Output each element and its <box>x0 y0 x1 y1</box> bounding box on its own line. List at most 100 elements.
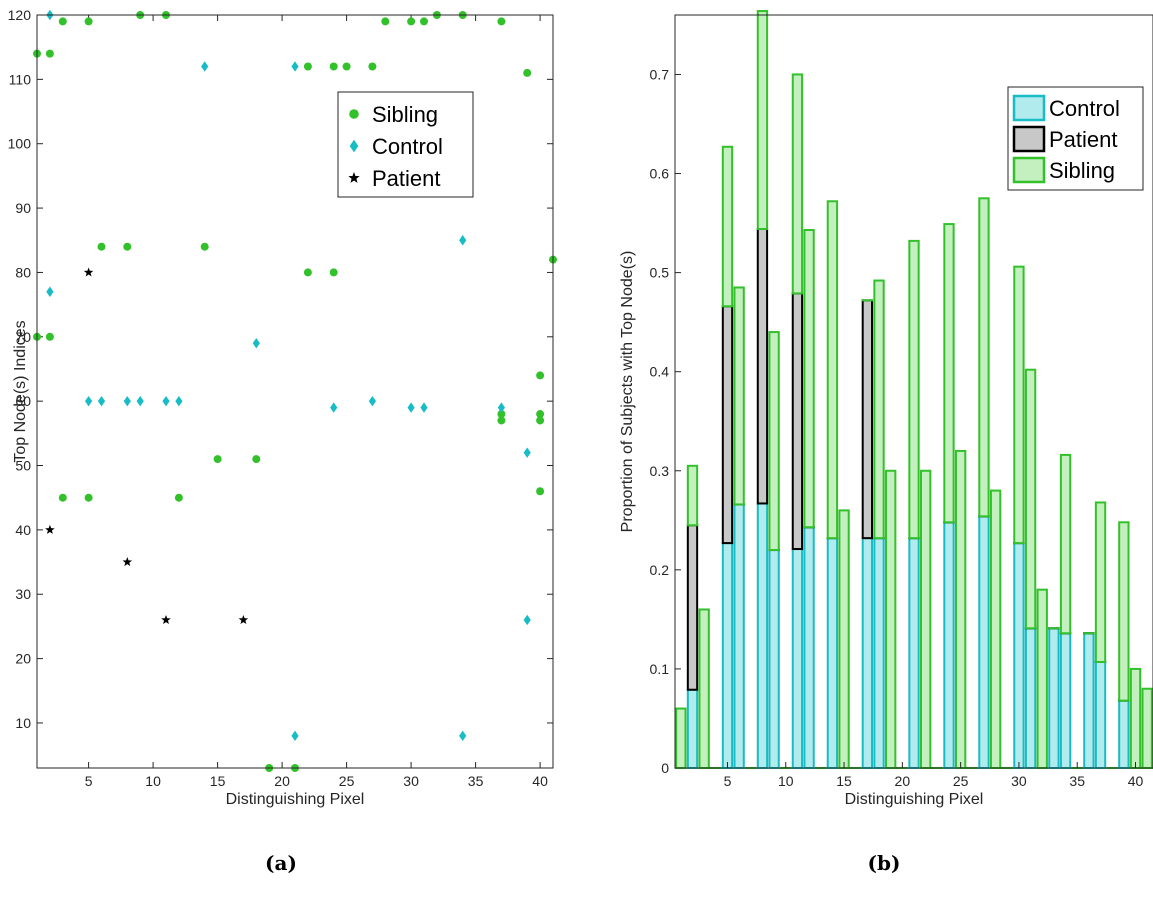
bar-y-axis-label: Proportion of Subjects with Top Node(s) <box>619 251 636 533</box>
scatter-point-control <box>330 402 338 413</box>
bar-patient-segment <box>861 299 874 540</box>
scatter-point-control <box>407 402 415 413</box>
bar-sibling-segment <box>1118 521 1130 702</box>
scatter-x-tick-label: 5 <box>85 773 93 789</box>
scatter-point-patient <box>122 557 133 567</box>
scatter-legend-label: Patient <box>372 166 441 191</box>
scatter-point-control <box>497 402 505 413</box>
bar-sibling-segment <box>1059 453 1072 635</box>
scatter-y-tick-label: 110 <box>9 71 32 87</box>
scatter-y-tick-label: 20 <box>15 651 31 667</box>
bar-y-tick-label: 0 <box>661 760 669 776</box>
bar-control-segment <box>1048 627 1060 769</box>
bar-sibling-segment <box>675 707 687 769</box>
scatter-y-tick-label: 90 <box>15 200 31 216</box>
bar-legend: Control Patient Sibling <box>1007 86 1144 191</box>
scatter-point-control <box>123 395 131 407</box>
scatter-point-control <box>368 395 376 407</box>
scatter-y-tick-label: 30 <box>15 586 31 602</box>
scatter-x-tick-label: 35 <box>468 773 484 789</box>
scatter-points <box>33 9 557 772</box>
bar-control-segment <box>1094 660 1107 769</box>
scatter-point-patient <box>238 614 249 625</box>
scatter-point-sibling <box>84 493 93 502</box>
scatter-point-sibling <box>303 268 312 277</box>
scatter-point-sibling <box>536 410 545 419</box>
bar-x-axis-label: Distinguishing Pixel <box>845 791 984 808</box>
bar-sibling-segment <box>954 449 967 769</box>
bar-control-segment <box>1118 699 1130 770</box>
scatter-point-sibling <box>58 17 67 26</box>
bar-bars <box>675 10 1153 770</box>
scatter-point-sibling <box>252 455 261 464</box>
caption-b: (b) <box>868 851 901 875</box>
bar-patient-segment <box>791 292 804 551</box>
scatter-y-tick-label: 50 <box>15 458 31 474</box>
bar-x-tick-label: 25 <box>953 773 969 789</box>
bar-sibling-segment <box>826 200 839 540</box>
bar-sibling-segment <box>1013 265 1025 545</box>
scatter-point-control <box>459 730 467 742</box>
bar-x-tick-label: 10 <box>778 773 794 789</box>
scatter-point-patient <box>45 524 55 534</box>
scatter-point-sibling <box>84 17 93 26</box>
bar-sibling-segment <box>1036 588 1048 769</box>
bar-sibling-segment <box>733 286 745 506</box>
bar-control-segment <box>908 537 920 770</box>
bar-patient-segment <box>721 305 734 545</box>
scatter-point-sibling <box>381 17 390 26</box>
bar-axes-box <box>674 14 1153 769</box>
scatter-x-tick-label: 10 <box>145 773 161 789</box>
scatter-point-control <box>97 395 106 407</box>
scatter-legend: Sibling Control Patient <box>337 91 474 198</box>
scatter-point-sibling <box>329 62 338 71</box>
scatter-point-patient <box>83 267 94 277</box>
scatter-plot-area <box>37 15 553 768</box>
bar-control-segment <box>978 515 990 770</box>
bar-y-tick-label: 0.2 <box>650 562 670 578</box>
bar-sibling-segment <box>1141 687 1153 769</box>
bar-control-segment <box>791 548 804 769</box>
bar-sibling-segment <box>989 489 1002 769</box>
bar-y-tick-label: 0.3 <box>650 463 670 479</box>
bar-control-segment <box>1024 627 1037 769</box>
bar-x-tick-label: 40 <box>1128 773 1144 789</box>
bar-sibling-segment <box>756 10 769 231</box>
scatter-point-sibling <box>200 242 209 251</box>
scatter-y-tick-label: 100 <box>8 136 32 152</box>
scatter-point-sibling <box>536 487 545 496</box>
bar-x-ticks: 5 10 15 20 25 30 35 40 <box>724 762 1144 789</box>
scatter-point-sibling <box>536 371 545 380</box>
scatter-panel: 10 20 30 40 50 60 70 80 90 100 110 120 5 10 15 20 25 30 3… <box>8 7 557 808</box>
scatter-point-control <box>162 395 170 407</box>
bar-sibling-segment <box>1024 368 1037 630</box>
scatter-y-tick-label: 10 <box>15 715 31 731</box>
scatter-point-control <box>252 338 260 349</box>
scatter-point-sibling <box>497 410 506 419</box>
scatter-point-sibling <box>58 493 67 502</box>
scatter-point-sibling <box>342 62 351 71</box>
scatter-y-tick-label: 120 <box>8 7 32 23</box>
scatter-y-ticks: 10 20 30 40 50 60 70 80 90 100 110 120 <box>8 7 553 731</box>
scatter-y-tick-label: 80 <box>15 264 31 280</box>
scatter-point-sibling <box>97 242 106 251</box>
scatter-point-sibling <box>536 416 545 425</box>
scatter-legend-label: Control <box>372 134 443 159</box>
bar-legend-label: Control <box>1049 96 1120 121</box>
scatter-point-control <box>46 286 54 297</box>
scatter-point-control <box>420 402 428 413</box>
bar-legend-swatch-control <box>1012 94 1046 122</box>
bar-sibling-segment <box>873 279 885 540</box>
scatter-point-sibling <box>497 416 506 425</box>
bar-y-tick-label: 0.7 <box>650 66 670 82</box>
bar-x-tick-label: 20 <box>895 773 911 789</box>
scatter-x-axis-label: Distinguishing Pixel <box>226 791 365 808</box>
scatter-legend-box <box>337 91 474 198</box>
bar-y-tick-label: 0.5 <box>650 265 670 281</box>
scatter-y-tick-label: 70 <box>15 329 31 345</box>
bar-control-segment <box>721 542 734 770</box>
scatter-point-sibling <box>45 49 54 58</box>
bar-legend-label: Sibling <box>1049 158 1115 183</box>
bar-sibling-segment <box>943 223 955 524</box>
scatter-point-sibling <box>45 332 54 341</box>
